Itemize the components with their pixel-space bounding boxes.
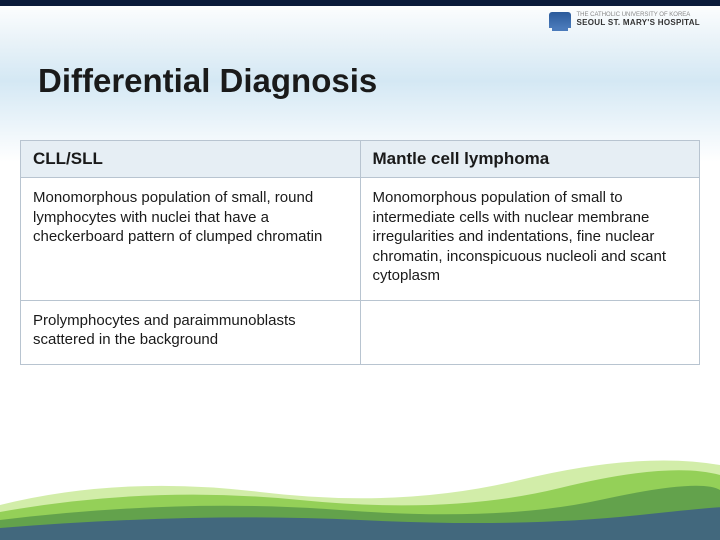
- comparison-table: CLL/SLL Mantle cell lymphoma Monomorphou…: [20, 140, 700, 365]
- cell-cll-morphology: Monomorphous population of small, round …: [21, 178, 361, 301]
- decorative-waves: [0, 420, 720, 540]
- table-row: Prolymphocytes and paraimmunoblasts scat…: [21, 300, 700, 364]
- cell-cll-prolymphocytes: Prolymphocytes and paraimmunoblasts scat…: [21, 300, 361, 364]
- column-header-mantle-cell: Mantle cell lymphoma: [360, 141, 700, 178]
- top-bar: [0, 0, 720, 6]
- cell-mantle-empty: [360, 300, 700, 364]
- cell-mantle-morphology: Monomorphous population of small to inte…: [360, 178, 700, 301]
- hospital-logo: THE CATHOLIC UNIVERSITY OF KOREA SEOUL S…: [549, 12, 701, 28]
- table-header-row: CLL/SLL Mantle cell lymphoma: [21, 141, 700, 178]
- hospital-logo-text: THE CATHOLIC UNIVERSITY OF KOREA SEOUL S…: [577, 12, 701, 27]
- slide-title: Differential Diagnosis: [38, 62, 377, 100]
- hospital-logo-icon: [549, 12, 571, 28]
- logo-line-2: SEOUL ST. MARY'S HOSPITAL: [577, 19, 701, 28]
- column-header-cll-sll: CLL/SLL: [21, 141, 361, 178]
- table-row: Monomorphous population of small, round …: [21, 178, 700, 301]
